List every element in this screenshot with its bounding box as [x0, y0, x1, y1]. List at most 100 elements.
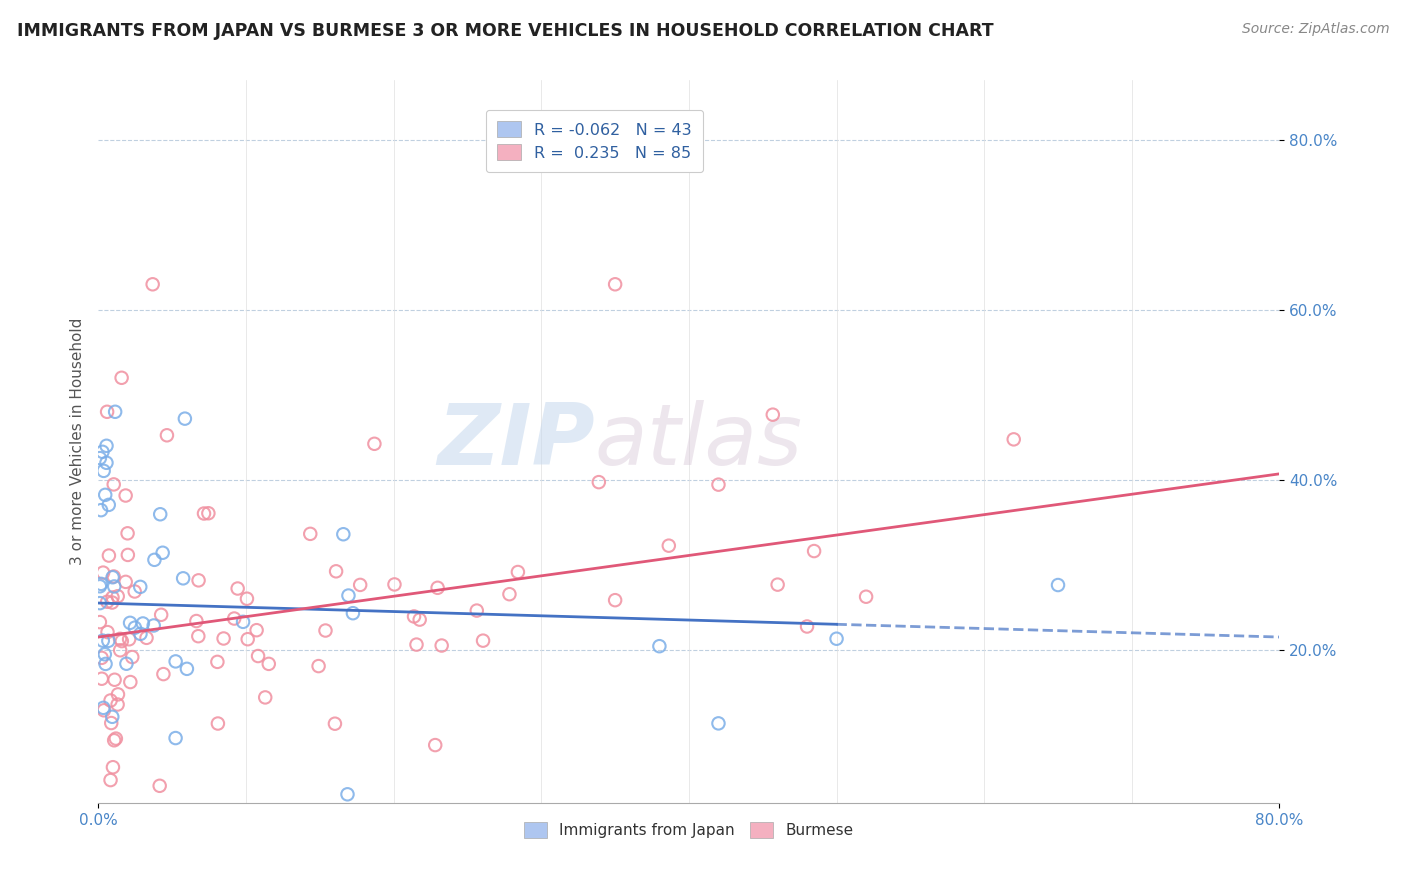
- Point: [114, 574, 136, 589]
- Point: [342, 606, 364, 620]
- Point: [855, 590, 877, 604]
- Point: [236, 632, 259, 647]
- Point: [472, 633, 495, 648]
- Point: [89, 451, 111, 466]
- Point: [224, 611, 246, 625]
- Point: [104, 731, 127, 746]
- Point: [100, 773, 122, 788]
- Point: [796, 619, 818, 633]
- Point: [308, 659, 330, 673]
- Point: [103, 569, 125, 583]
- Point: [91, 445, 114, 459]
- Point: [91, 566, 114, 580]
- Point: [100, 716, 122, 731]
- Point: [349, 578, 371, 592]
- Y-axis label: 3 or more Vehicles in Household: 3 or more Vehicles in Household: [69, 318, 84, 566]
- Point: [605, 277, 627, 292]
- Text: ZIP: ZIP: [437, 400, 595, 483]
- Point: [186, 614, 208, 628]
- Point: [152, 667, 174, 681]
- Point: [142, 277, 165, 292]
- Point: [89, 615, 111, 629]
- Point: [96, 456, 118, 470]
- Point: [96, 405, 118, 419]
- Text: Source: ZipAtlas.com: Source: ZipAtlas.com: [1241, 22, 1389, 37]
- Point: [1002, 433, 1025, 447]
- Point: [402, 609, 425, 624]
- Point: [107, 687, 129, 701]
- Point: [132, 616, 155, 631]
- Point: [108, 643, 131, 657]
- Point: [207, 716, 229, 731]
- Point: [117, 526, 139, 541]
- Point: [97, 549, 120, 563]
- Point: [707, 716, 730, 731]
- Point: [408, 613, 430, 627]
- Point: [156, 428, 179, 442]
- Point: [648, 639, 671, 653]
- Point: [193, 507, 215, 521]
- Point: [96, 439, 118, 453]
- Point: [101, 595, 124, 609]
- Point: [101, 570, 124, 584]
- Point: [97, 498, 120, 512]
- Point: [108, 632, 131, 646]
- Point: [107, 589, 129, 603]
- Point: [605, 593, 627, 607]
- Point: [129, 580, 152, 594]
- Point: [118, 632, 141, 647]
- Point: [101, 760, 124, 774]
- Point: [766, 577, 789, 591]
- Point: [101, 710, 124, 724]
- Point: [96, 625, 118, 640]
- Point: [103, 579, 125, 593]
- Point: [90, 503, 112, 517]
- Point: [90, 577, 112, 591]
- Point: [114, 489, 136, 503]
- Point: [498, 587, 520, 601]
- Point: [93, 703, 115, 717]
- Text: IMMIGRANTS FROM JAPAN VS BURMESE 3 OR MORE VEHICLES IN HOUSEHOLD CORRELATION CHA: IMMIGRANTS FROM JAPAN VS BURMESE 3 OR MO…: [17, 22, 994, 40]
- Point: [425, 738, 447, 752]
- Point: [363, 437, 385, 451]
- Point: [187, 629, 209, 643]
- Point: [803, 544, 825, 558]
- Point: [246, 623, 269, 637]
- Point: [143, 553, 166, 567]
- Point: [236, 591, 259, 606]
- Legend: Immigrants from Japan, Burmese: Immigrants from Japan, Burmese: [516, 814, 862, 846]
- Point: [172, 571, 194, 585]
- Point: [212, 632, 235, 646]
- Point: [658, 539, 681, 553]
- Point: [336, 787, 359, 801]
- Point: [124, 621, 146, 635]
- Point: [97, 633, 120, 648]
- Point: [187, 574, 209, 588]
- Point: [103, 733, 125, 747]
- Point: [707, 477, 730, 491]
- Point: [152, 546, 174, 560]
- Point: [110, 371, 132, 385]
- Point: [100, 693, 122, 707]
- Point: [101, 591, 124, 605]
- Point: [257, 657, 280, 671]
- Point: [93, 701, 115, 715]
- Point: [197, 506, 219, 520]
- Point: [405, 638, 427, 652]
- Point: [247, 648, 270, 663]
- Point: [104, 405, 127, 419]
- Point: [314, 624, 336, 638]
- Point: [1046, 578, 1070, 592]
- Point: [165, 654, 187, 668]
- Point: [94, 488, 117, 502]
- Point: [142, 618, 165, 632]
- Point: [337, 589, 360, 603]
- Point: [825, 632, 848, 646]
- Point: [94, 657, 117, 671]
- Point: [91, 633, 114, 648]
- Point: [90, 650, 112, 665]
- Point: [117, 548, 139, 562]
- Point: [124, 584, 146, 599]
- Point: [93, 464, 115, 478]
- Point: [254, 690, 277, 705]
